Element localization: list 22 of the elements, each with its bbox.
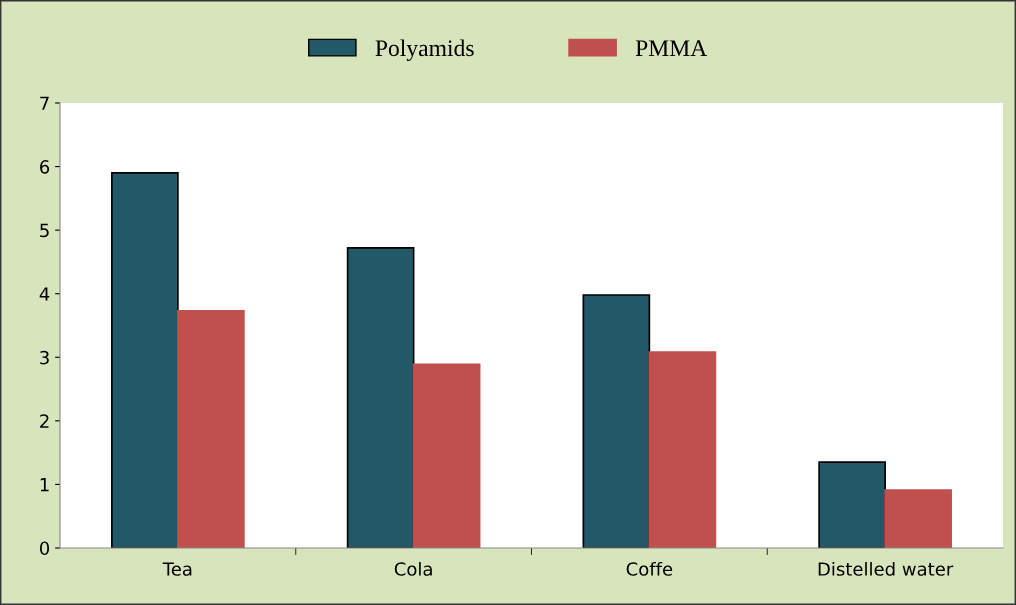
y-tick-label: 3 <box>40 350 49 365</box>
bar <box>177 310 245 548</box>
x-tick-label: Distelled water <box>818 561 954 576</box>
x-tick-label: Cola <box>394 561 432 576</box>
bar <box>818 461 886 548</box>
bar <box>582 294 651 548</box>
y-tick-label: 0 <box>39 541 50 556</box>
x-tick-label: Tea <box>162 562 192 576</box>
bar <box>111 172 179 548</box>
y-tick-label: 7 <box>40 96 49 110</box>
legend-label: PMMA <box>635 40 708 56</box>
bar <box>346 247 415 548</box>
bar <box>412 363 481 548</box>
y-tick-label: 1 <box>40 478 49 492</box>
x-tick-label: Coffe <box>626 561 673 576</box>
y-tick-label: 4 <box>39 287 50 301</box>
y-tick-label: 5 <box>40 223 49 238</box>
bar <box>884 489 952 548</box>
y-tick-label: 6 <box>40 160 50 174</box>
bar <box>648 351 717 548</box>
legend-label: Polyamids <box>375 39 474 62</box>
y-tick-label: 2 <box>40 414 49 428</box>
